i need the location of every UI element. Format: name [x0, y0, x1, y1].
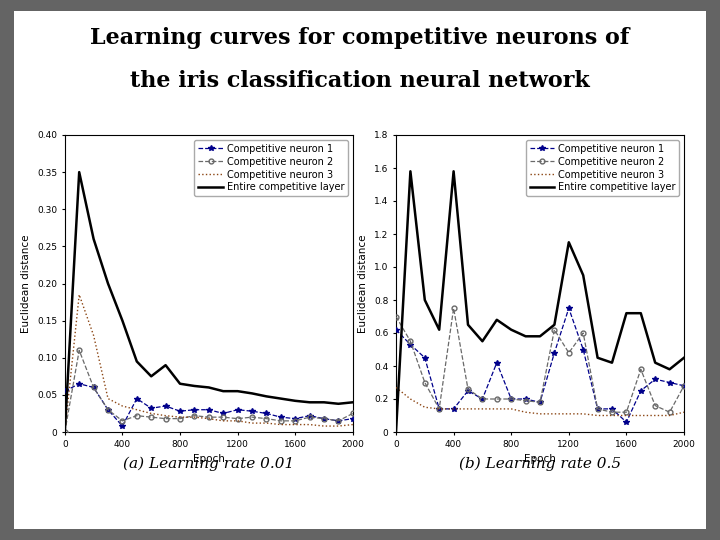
Text: Learning curves for competitive neurons of: Learning curves for competitive neurons … [90, 27, 630, 49]
Y-axis label: Euclidean distance: Euclidean distance [359, 234, 369, 333]
X-axis label: Epoch: Epoch [193, 454, 225, 464]
X-axis label: Epoch: Epoch [524, 454, 556, 464]
Text: (a) Learning rate 0.01: (a) Learning rate 0.01 [123, 456, 294, 471]
Legend: Competitive neuron 1, Competitive neuron 2, Competitive neuron 3, Entire competi: Competitive neuron 1, Competitive neuron… [526, 140, 679, 197]
Text: the iris classification neural network: the iris classification neural network [130, 70, 590, 92]
Y-axis label: Euclidean distance: Euclidean distance [22, 234, 32, 333]
Legend: Competitive neuron 1, Competitive neuron 2, Competitive neuron 3, Entire competi: Competitive neuron 1, Competitive neuron… [194, 140, 348, 197]
Text: (b) Learning rate 0.5: (b) Learning rate 0.5 [459, 456, 621, 471]
